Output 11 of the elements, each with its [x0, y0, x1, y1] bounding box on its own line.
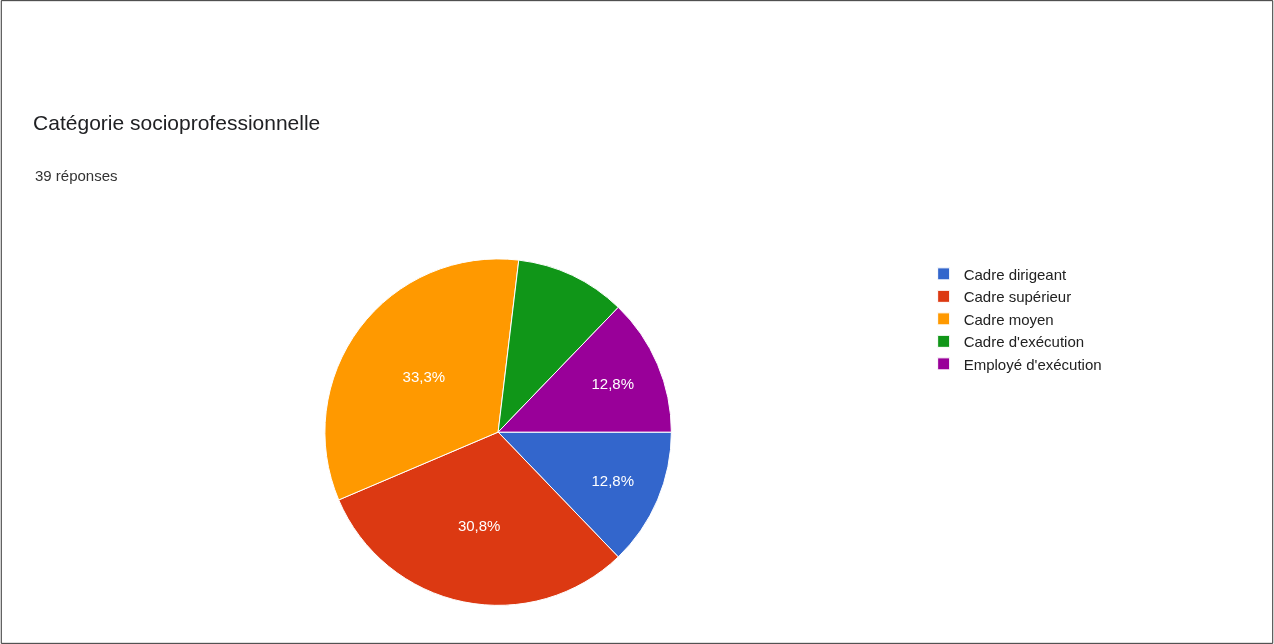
legend-label: Cadre moyen — [963, 310, 1054, 328]
legend-label: Employé d'exécution — [963, 355, 1102, 373]
text: 39 réponses — [35, 167, 118, 184]
data-label: 12,8% — [591, 472, 634, 490]
legend-label: Cadre d'exécution — [963, 333, 1085, 351]
legend-label: Cadre supérieur — [963, 288, 1072, 306]
data-label: 12,8% — [591, 374, 634, 392]
chart-title: Catégorie socioprofessionnelle — [33, 110, 321, 134]
data-label: 30,8% — [457, 516, 501, 534]
data-label: 33,3% — [402, 367, 446, 385]
legend-label: Cadre dirigeant — [963, 265, 1068, 283]
